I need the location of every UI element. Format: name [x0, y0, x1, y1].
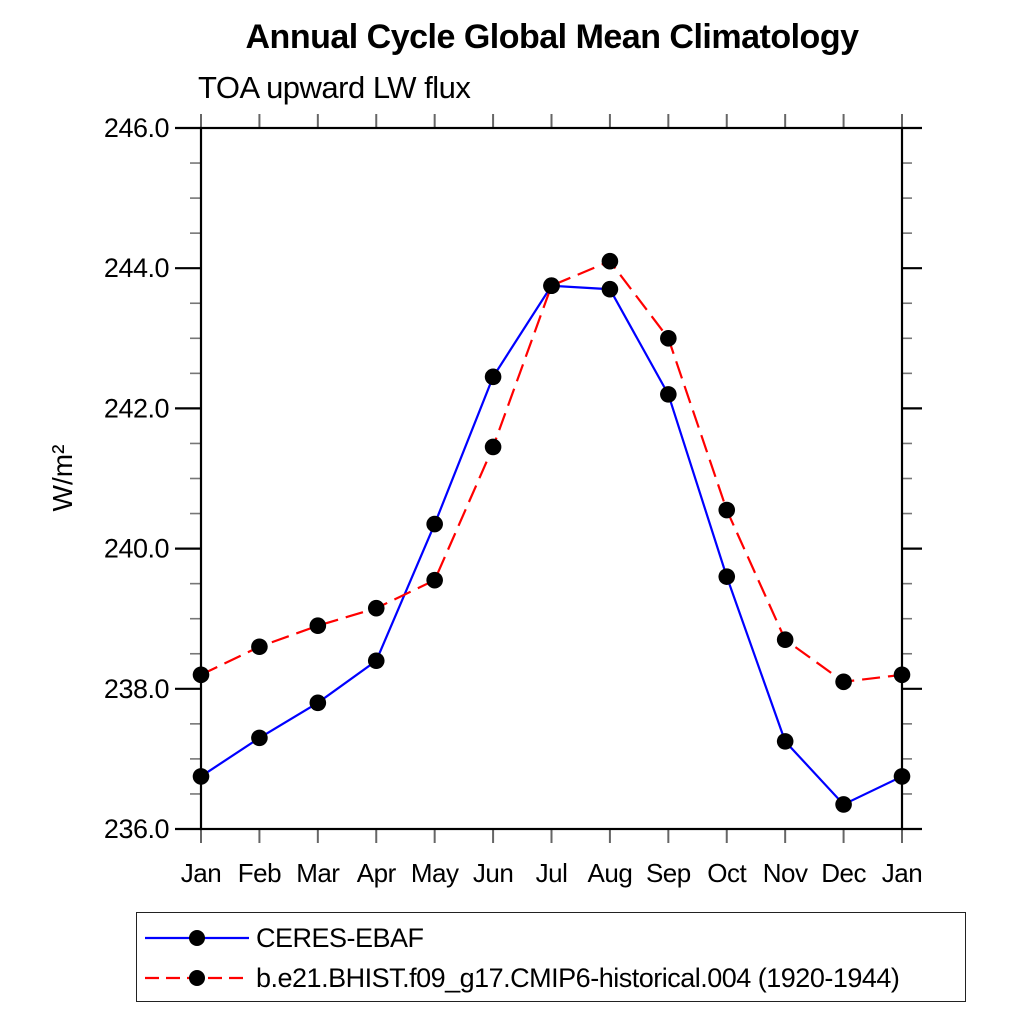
data-point-series-0 [835, 796, 852, 813]
data-point-series-1 [776, 631, 794, 649]
y-tick-label: 238.0 [104, 674, 169, 704]
x-tick-label: Dec [821, 858, 866, 888]
x-tick-label: Jan [882, 858, 922, 888]
legend-solid-line-icon [145, 930, 249, 946]
series-line-0 [200, 284, 903, 806]
x-tick-label: Mar [296, 858, 340, 888]
x-tick-label: Jul [536, 858, 568, 888]
x-tick-label: Jan [181, 858, 221, 888]
legend-label-model: b.e21.BHIST.f09_g17.CMIP6-historical.004… [256, 962, 900, 993]
data-point-series-0 [426, 515, 443, 533]
y-tick-label: 244.0 [104, 253, 169, 283]
y-tick-label: 236.0 [104, 814, 169, 844]
legend-item-observation: CERES-EBAF [143, 923, 424, 953]
legend: CERES-EBAF b.e21.BHIST.f09_g17.CMIP6-his… [136, 912, 966, 1002]
legend-dashed-line-icon [145, 970, 249, 986]
legend-marker-icon [189, 930, 205, 946]
data-point-series-0 [251, 729, 268, 747]
legend-item-model: b.e21.BHIST.f09_g17.CMIP6-historical.004… [143, 963, 900, 993]
data-point-series-0 [776, 733, 794, 750]
chart-subtitle: TOA upward LW flux [198, 70, 471, 105]
data-point-series-1 [192, 666, 210, 684]
y-tick-label: 240.0 [104, 534, 169, 564]
y-tick-label: 246.0 [104, 113, 169, 143]
data-point-series-1 [543, 277, 560, 295]
x-tick-label: Feb [238, 858, 281, 888]
data-point-series-0 [192, 768, 210, 785]
data-point-series-0 [601, 280, 619, 298]
x-tick-label: Oct [707, 858, 747, 888]
data-point-series-1 [835, 673, 852, 691]
data-point-series-1 [309, 617, 327, 635]
x-tick-label: Apr [357, 858, 397, 888]
data-point-series-0 [484, 368, 502, 386]
x-tick-label: Jun [473, 858, 513, 888]
x-tick-label: Aug [588, 858, 633, 888]
data-point-series-1 [426, 571, 443, 589]
x-tick-label: Nov [763, 858, 808, 888]
data-point-series-1 [367, 599, 385, 617]
y-axis-label: W/m² [47, 445, 78, 512]
axis-box [199, 126, 904, 831]
data-point-series-1 [718, 501, 736, 519]
data-point-series-1 [893, 666, 911, 684]
data-point-series-0 [718, 568, 736, 585]
data-point-series-1 [484, 438, 502, 456]
y-tick-label: 242.0 [104, 393, 169, 423]
data-point-series-1 [601, 252, 619, 270]
series-line-1 [200, 259, 903, 683]
data-point-series-0 [367, 652, 385, 670]
chart-title: Annual Cycle Global Mean Climatology [245, 18, 860, 56]
x-tick-label: May [411, 858, 459, 888]
legend-marker-icon [189, 970, 205, 986]
data-point-series-1 [660, 330, 677, 347]
data-point-series-0 [660, 386, 677, 403]
legend-label-observation: CERES-EBAF [256, 922, 424, 953]
x-tick-label: Sep [646, 858, 691, 888]
data-point-series-1 [251, 638, 268, 656]
data-point-series-0 [309, 694, 327, 712]
data-point-series-0 [893, 768, 911, 785]
